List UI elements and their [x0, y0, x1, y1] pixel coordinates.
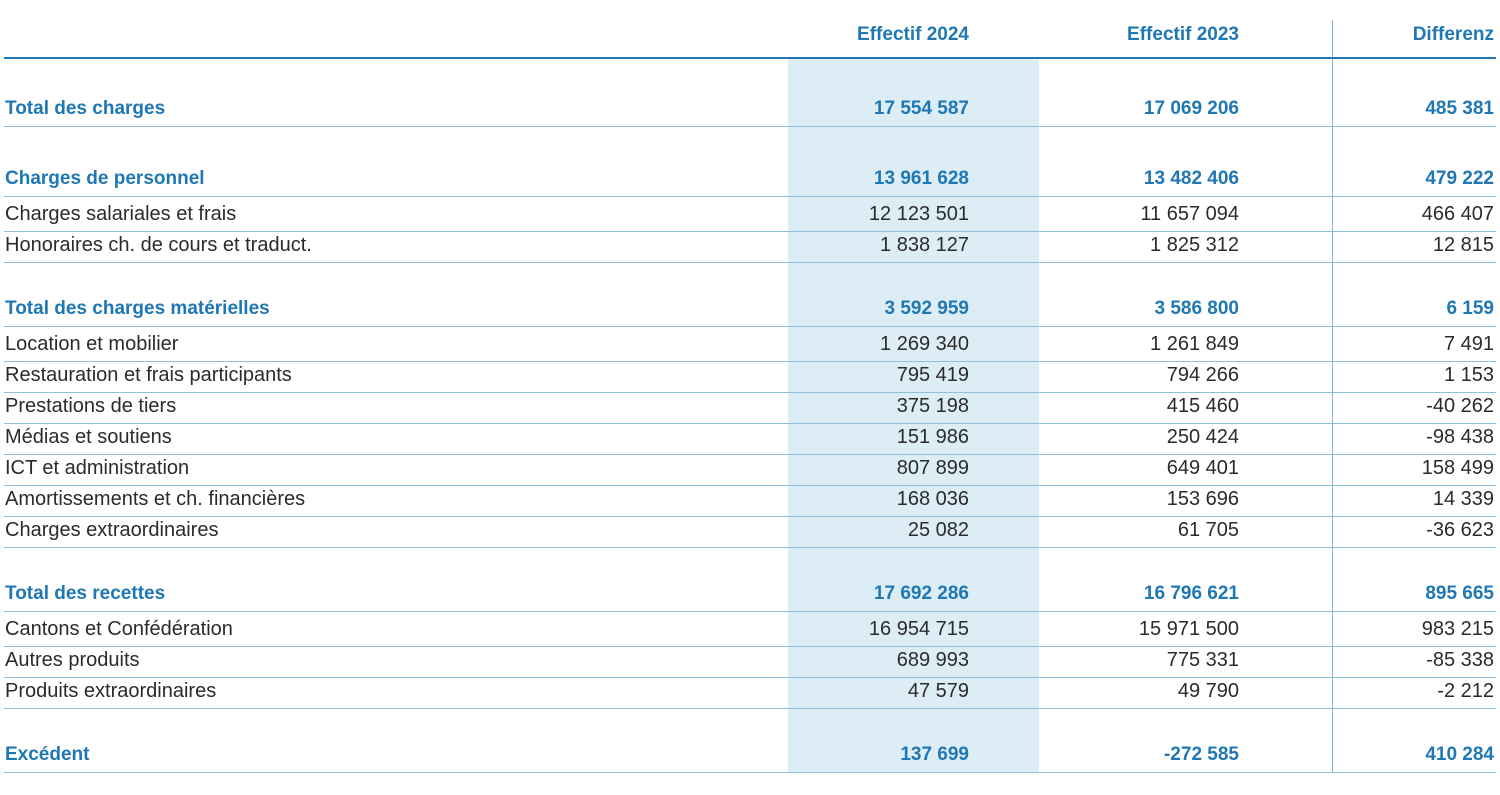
value-differenz: 485 381: [1425, 98, 1494, 119]
value-2024: 795 419: [896, 364, 969, 386]
row-label: Charges salariales et frais: [5, 203, 237, 225]
row-divider: [4, 196, 1496, 197]
value-2024: 1 838 127: [880, 234, 969, 256]
row-divider: [4, 262, 1496, 263]
value-differenz: -98 438: [1426, 426, 1494, 448]
value-differenz: 7 491: [1443, 333, 1494, 355]
row-divider: [4, 126, 1496, 127]
value-2024: 807 899: [896, 457, 969, 479]
row-label: Charges extraordinaires: [5, 519, 219, 541]
highlight-column-2024: [788, 58, 1039, 773]
column-divider: [1332, 20, 1333, 773]
row-label: ICT et administration: [5, 457, 190, 479]
header-effectif-2023: Effectif 2023: [1127, 24, 1239, 45]
value-2023: 16 796 621: [1143, 583, 1239, 604]
row-label: Location et mobilier: [5, 333, 179, 355]
row-label: Médias et soutiens: [5, 426, 172, 448]
value-differenz: 14 339: [1432, 488, 1494, 510]
value-differenz: 158 499: [1421, 457, 1494, 479]
row-label: Cantons et Confédération: [5, 618, 233, 640]
value-differenz: 895 665: [1425, 583, 1494, 604]
value-2023: 250 424: [1166, 426, 1239, 448]
value-2024: 12 123 501: [868, 203, 969, 225]
value-differenz: -2 212: [1437, 680, 1494, 702]
row-label: Total des charges: [5, 98, 166, 119]
value-2023: 13 482 406: [1143, 168, 1239, 189]
value-2024: 17 692 286: [873, 583, 969, 604]
value-2023: 15 971 500: [1138, 618, 1239, 640]
header-effectif-2024: Effectif 2024: [857, 24, 969, 45]
value-2024: 689 993: [896, 649, 969, 671]
value-2023: -272 585: [1163, 744, 1239, 765]
value-2023: 11 657 094: [1140, 203, 1239, 225]
row-divider: [4, 454, 1496, 455]
value-2023: 61 705: [1177, 519, 1239, 541]
value-2023: 1 825 312: [1150, 234, 1239, 256]
value-2024: 137 699: [900, 744, 969, 765]
value-differenz: 410 284: [1425, 744, 1494, 765]
value-differenz: -36 623: [1426, 519, 1494, 541]
value-2024: 25 082: [907, 519, 969, 541]
row-label: Excédent: [5, 744, 90, 765]
value-2023: 17 069 206: [1143, 98, 1239, 119]
row-divider: [4, 547, 1496, 548]
value-2024: 13 961 628: [873, 168, 969, 189]
row-divider: [4, 423, 1496, 424]
row-divider: [4, 708, 1496, 709]
row-divider: [4, 326, 1496, 327]
value-differenz: -40 262: [1426, 395, 1494, 417]
value-2023: 775 331: [1166, 649, 1239, 671]
value-differenz: 983 215: [1421, 618, 1494, 640]
row-divider: [4, 392, 1496, 393]
row-divider: [4, 485, 1496, 486]
row-divider: [4, 646, 1496, 647]
row-divider: [4, 231, 1496, 232]
row-label: Prestations de tiers: [5, 395, 177, 417]
row-divider: [4, 772, 1496, 773]
value-2024: 17 554 587: [873, 98, 969, 119]
row-label: Amortissements et ch. financières: [5, 488, 306, 510]
value-differenz: 479 222: [1425, 168, 1494, 189]
row-divider: [4, 361, 1496, 362]
value-2024: 3 592 959: [884, 298, 969, 319]
row-divider: [4, 677, 1496, 678]
row-label: Total des charges matérielles: [5, 298, 270, 319]
row-divider: [4, 611, 1496, 612]
row-label: Honoraires ch. de cours et traduct.: [5, 234, 312, 256]
value-2024: 151 986: [896, 426, 969, 448]
header-rule: [4, 57, 1496, 59]
value-differenz: -85 338: [1426, 649, 1494, 671]
row-label: Total des recettes: [5, 583, 166, 604]
value-2023: 1 261 849: [1150, 333, 1239, 355]
header-differenz: Differenz: [1412, 24, 1494, 45]
value-2023: 49 790: [1177, 680, 1239, 702]
value-2024: 47 579: [907, 680, 969, 702]
value-differenz: 466 407: [1421, 203, 1494, 225]
value-2024: 375 198: [896, 395, 969, 417]
value-2024: 16 954 715: [868, 618, 969, 640]
row-label: Charges de personnel: [5, 168, 205, 189]
value-2023: 794 266: [1166, 364, 1239, 386]
row-label: Produits extraordinaires: [5, 680, 217, 702]
value-differenz: 12 815: [1432, 234, 1494, 256]
row-divider: [4, 516, 1496, 517]
value-2023: 153 696: [1166, 488, 1239, 510]
value-2024: 1 269 340: [880, 333, 969, 355]
row-label: Restauration et frais participants: [5, 364, 292, 386]
value-2023: 415 460: [1166, 395, 1239, 417]
value-2023: 3 586 800: [1154, 298, 1239, 319]
value-differenz: 6 159: [1446, 298, 1494, 319]
value-differenz: 1 153: [1443, 364, 1494, 386]
value-2023: 649 401: [1166, 457, 1239, 479]
row-label: Autres produits: [5, 649, 140, 671]
value-2024: 168 036: [896, 488, 969, 510]
